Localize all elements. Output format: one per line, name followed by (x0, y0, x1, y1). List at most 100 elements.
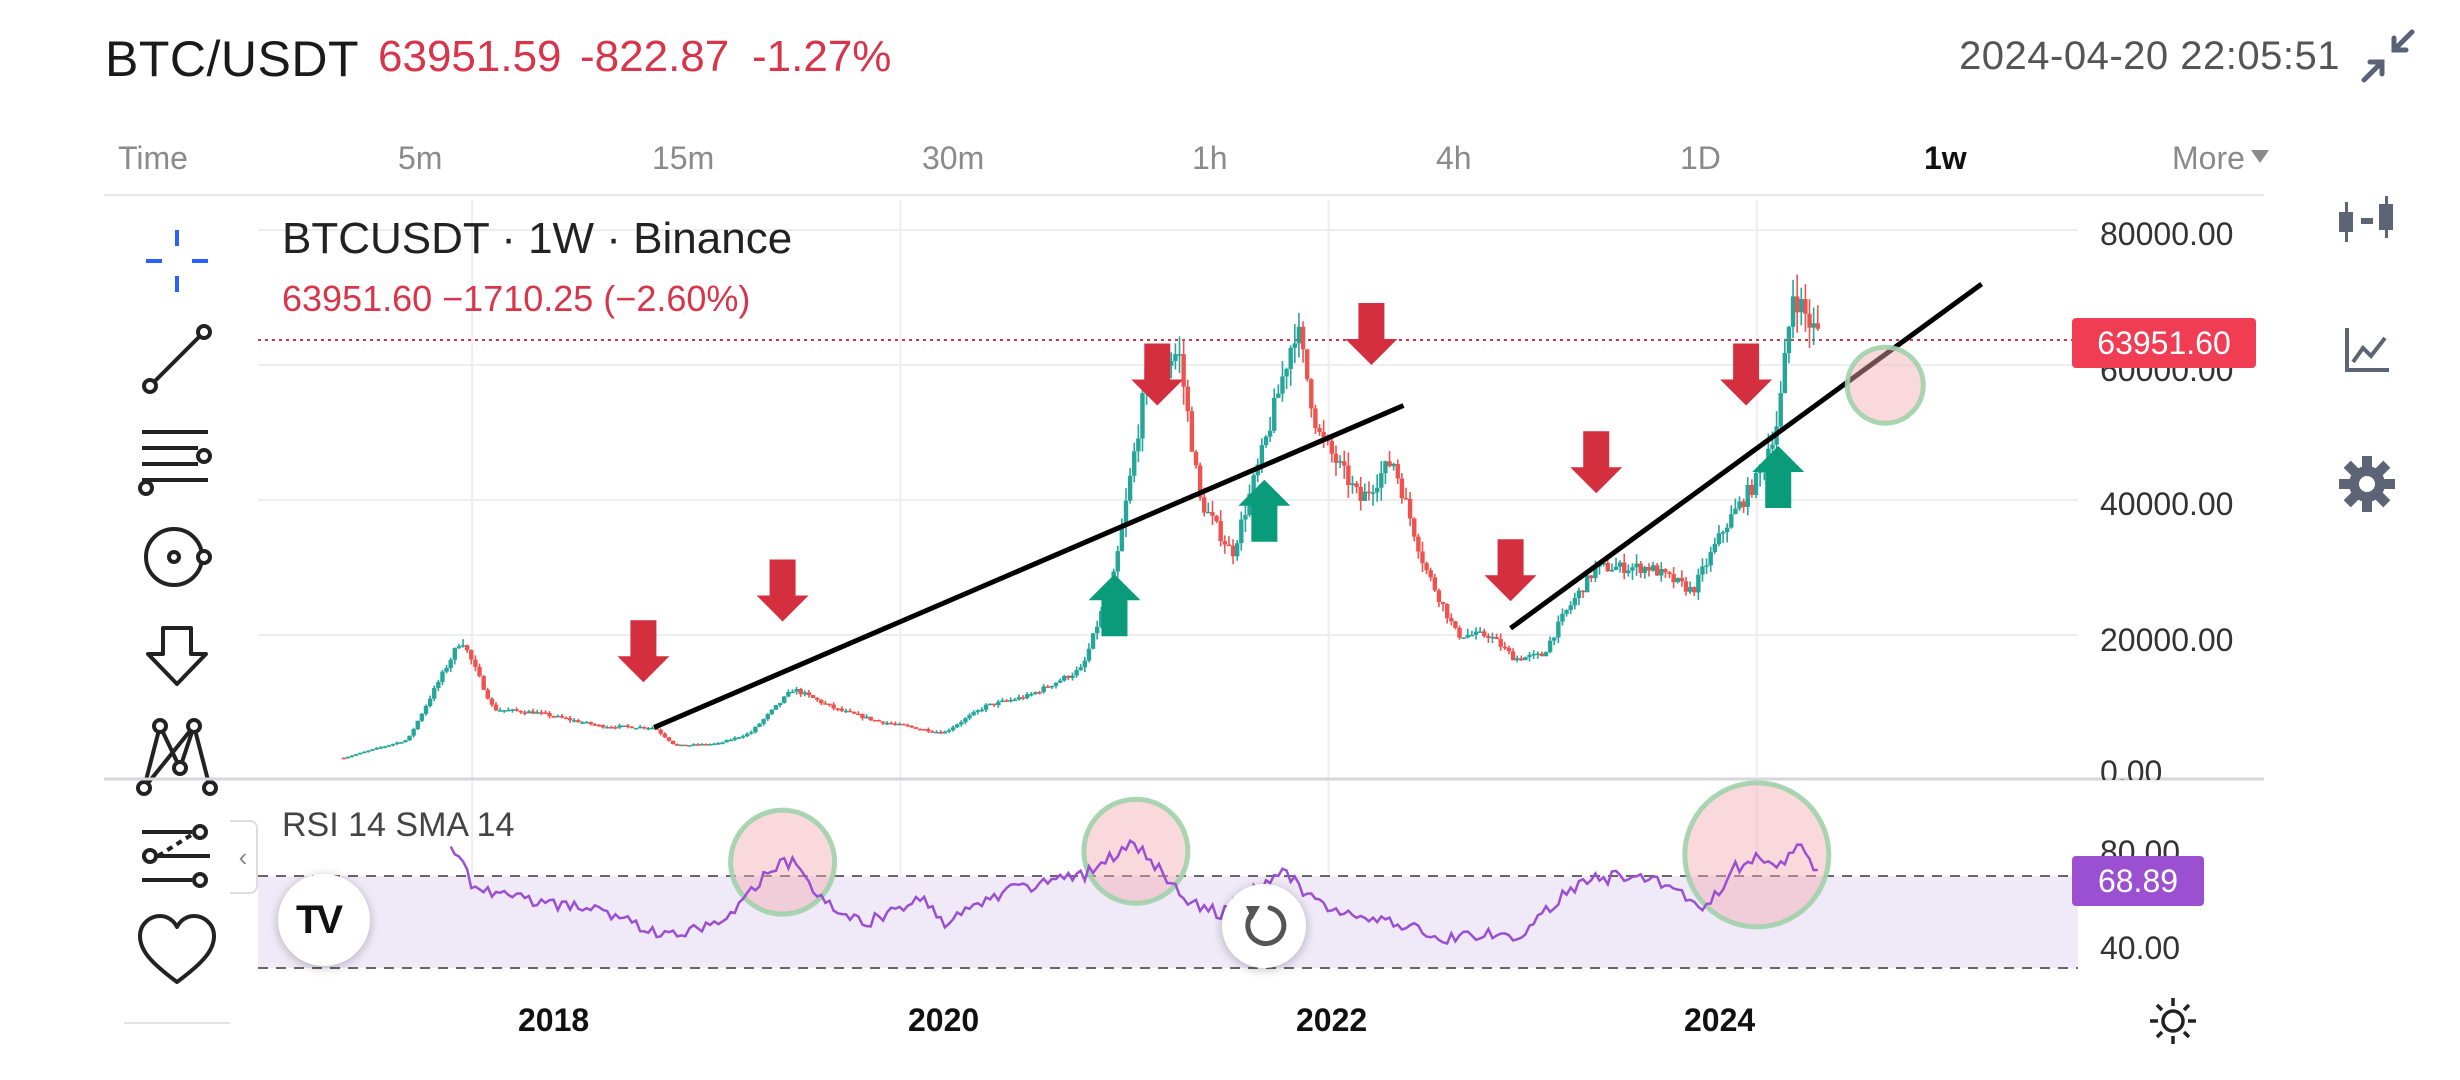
candle-body (1169, 360, 1174, 366)
candle-body (1090, 633, 1096, 649)
caret-down-icon (2250, 150, 2269, 164)
candle-body (1342, 461, 1347, 466)
candle-body (1329, 441, 1335, 454)
tradingview-logo[interactable]: TV (278, 874, 370, 966)
candle-body (1202, 497, 1207, 513)
circle-tool-icon[interactable] (130, 510, 224, 604)
candle-body (576, 720, 581, 723)
tf-30m[interactable]: 30m (922, 140, 985, 176)
arrow-down-icon[interactable] (130, 610, 224, 704)
trend-line-icon[interactable] (130, 312, 224, 406)
candle-body (1259, 445, 1265, 465)
candle-body (1280, 376, 1285, 394)
forecast-icon[interactable] (130, 808, 224, 902)
candle-body (1523, 657, 1528, 661)
tf-4h[interactable]: 4h (1436, 140, 1472, 176)
candle-body (1020, 697, 1026, 699)
candle-body (1239, 519, 1244, 544)
candle-body (349, 755, 355, 758)
collapse-arrows-icon[interactable] (2360, 28, 2416, 84)
candle-body (1243, 515, 1248, 520)
toolbar-collapse-tab[interactable]: ‹ (230, 820, 258, 894)
tf-more[interactable]: More (2172, 140, 2269, 177)
candle-body (839, 708, 845, 711)
candle-body (1708, 552, 1713, 566)
candle-body (650, 727, 655, 730)
trend-lines (653, 281, 1984, 730)
candle-body (1803, 299, 1808, 314)
candle-body (473, 659, 478, 667)
candle-body (1037, 692, 1042, 694)
candle-body (415, 720, 420, 730)
candle-body (1078, 667, 1083, 671)
favorite-heart-icon[interactable] (130, 904, 224, 998)
candle-body (777, 702, 783, 706)
candle-body (1527, 655, 1532, 658)
tf-1w[interactable]: 1w (1924, 140, 1967, 176)
tf-time[interactable]: Time (118, 140, 188, 176)
candle-body (732, 737, 738, 740)
candle-body (1062, 676, 1067, 681)
candle-body (1132, 451, 1137, 476)
candle-body (1185, 386, 1190, 412)
candle-body (637, 726, 643, 729)
candle-body (938, 731, 943, 734)
candle-body (1667, 572, 1672, 575)
candle-body (1366, 491, 1372, 494)
candle-body (604, 727, 610, 729)
pair-symbol[interactable]: BTC/USDT (105, 31, 359, 87)
candle-body (954, 724, 960, 728)
candle-body (1218, 521, 1223, 542)
candle-body (1564, 609, 1569, 614)
candle-body (712, 743, 717, 746)
candle-body (926, 729, 931, 732)
candle-body (1292, 343, 1298, 348)
candle-body (913, 727, 919, 729)
candle-body (518, 710, 523, 713)
candle-body (1494, 636, 1499, 640)
candle-body (506, 709, 511, 712)
candle-body (831, 704, 836, 709)
sun-icon[interactable] (2148, 996, 2198, 1046)
candle-body (1008, 699, 1013, 702)
candle-body (625, 725, 630, 728)
candle-body (1671, 574, 1676, 583)
tf-1h[interactable]: 1h (1192, 140, 1228, 176)
candle-body (1395, 463, 1400, 479)
settings-gear-icon[interactable] (2335, 452, 2399, 516)
candle-body (1399, 478, 1405, 499)
reset-rotate-icon[interactable] (1222, 884, 1306, 968)
candle-body (996, 701, 1001, 706)
candle-body (880, 721, 886, 724)
candle-body (769, 709, 775, 715)
candle-body (1770, 444, 1775, 449)
candle-body (1045, 686, 1050, 688)
candle-body (559, 715, 565, 718)
candle-body (856, 713, 861, 716)
rsi-highlight-circle (728, 807, 838, 917)
toolbar-divider (124, 1022, 230, 1024)
x-tick-2024: 2024 (1684, 1002, 1756, 1038)
rsi-line (449, 838, 1818, 946)
candle-body (1700, 566, 1705, 575)
fib-levels-icon[interactable] (130, 412, 224, 506)
candle-body (1552, 637, 1557, 641)
candle-body (975, 710, 980, 713)
crosshair-icon[interactable] (130, 214, 224, 308)
pattern-icon[interactable] (130, 708, 224, 802)
candle-body (959, 722, 964, 725)
tf-15m[interactable]: 15m (652, 140, 715, 176)
tf-5m[interactable]: 5m (398, 140, 443, 176)
candle-body (621, 725, 626, 728)
candle-body (633, 728, 639, 730)
candle-body (642, 726, 647, 729)
tf-1d[interactable]: 1D (1680, 140, 1721, 176)
candle-body (1403, 498, 1409, 500)
candle-body (1346, 465, 1351, 486)
candle-body (609, 727, 614, 729)
chart-style-icon[interactable] (2335, 318, 2399, 382)
indicators-icon[interactable] (2335, 190, 2399, 254)
candle-body (1601, 562, 1606, 565)
candle-body (790, 691, 795, 694)
